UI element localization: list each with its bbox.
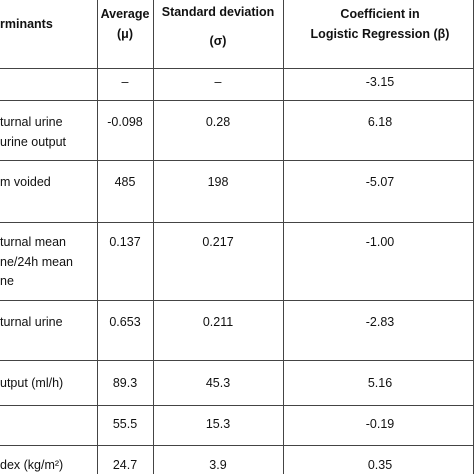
header-cell: Average	[100, 7, 150, 21]
row-rule	[0, 160, 474, 161]
row-rule	[0, 360, 474, 361]
cell: 0.217	[202, 235, 234, 249]
header-cell: Standard deviation	[161, 5, 275, 19]
row-label: m voided	[0, 175, 51, 189]
cell: 485	[114, 175, 136, 189]
cell: 55.5	[112, 417, 138, 431]
column-rule	[283, 0, 284, 474]
row-label: turnal mean	[0, 235, 67, 249]
row-label: turnal urine	[0, 315, 63, 329]
cell: 24.7	[112, 458, 138, 472]
cell: 0.653	[109, 315, 141, 329]
header-cell: (μ)	[117, 27, 133, 41]
cell: 89.3	[112, 376, 138, 390]
cell: -5.07	[365, 175, 395, 189]
row-rule	[0, 222, 474, 223]
header-cell: rminants	[0, 17, 53, 31]
row-label: turnal urine	[0, 115, 63, 129]
header-cell: Coefficient in	[340, 7, 420, 21]
column-rule	[97, 0, 98, 474]
row-rule	[0, 405, 474, 406]
cell: -0.098	[107, 115, 143, 129]
row-rule	[0, 300, 474, 301]
cell: 198	[207, 175, 229, 189]
cell: –	[121, 75, 129, 89]
row-label: ne/24h mean	[0, 254, 73, 269]
cell: 0.28	[205, 115, 231, 129]
row-rule	[0, 100, 474, 101]
cell: 6.18	[367, 115, 393, 129]
cell: -2.83	[365, 315, 395, 329]
cell: –	[214, 75, 222, 89]
header-cell: (σ)	[209, 34, 227, 48]
cell: 45.3	[205, 376, 231, 390]
cell: 0.137	[109, 235, 141, 249]
row-label: utput (ml/h)	[0, 376, 64, 390]
cell: 0.211	[202, 315, 234, 329]
cell: 5.16	[367, 376, 393, 390]
cell: 3.9	[209, 458, 227, 472]
row-label: ne	[0, 274, 14, 288]
row-label: urine output	[0, 134, 67, 149]
cell: -1.00	[365, 235, 395, 249]
cell: -0.19	[365, 417, 395, 431]
row-rule	[0, 445, 474, 446]
row-label: dex (kg/m²)	[0, 458, 64, 472]
cell: 15.3	[205, 417, 231, 431]
cell: -3.15	[365, 75, 395, 89]
column-rule	[153, 0, 154, 474]
cell: 0.35	[367, 458, 393, 472]
row-rule	[0, 68, 474, 69]
header-cell: Logistic Regression (β)	[310, 27, 450, 41]
